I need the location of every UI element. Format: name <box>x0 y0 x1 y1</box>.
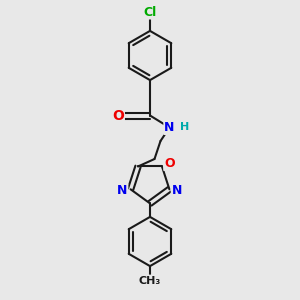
Text: Cl: Cl <box>143 5 157 19</box>
Text: CH₃: CH₃ <box>139 275 161 286</box>
Text: N: N <box>164 121 175 134</box>
Text: N: N <box>117 184 128 197</box>
Text: N: N <box>172 184 182 197</box>
Text: O: O <box>164 157 175 170</box>
Text: H: H <box>180 122 189 133</box>
Text: O: O <box>112 109 124 122</box>
